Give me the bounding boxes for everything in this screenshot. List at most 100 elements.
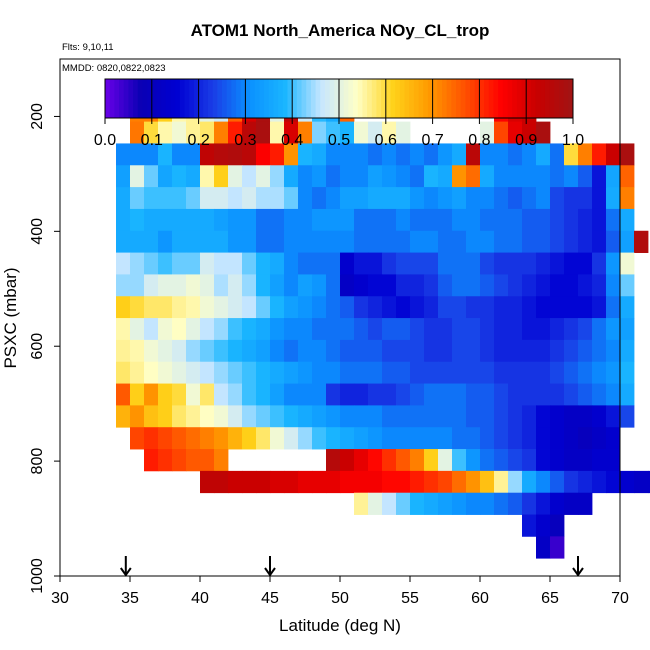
heatmap-cell — [396, 427, 411, 450]
heatmap-cell — [368, 296, 383, 319]
heatmap-cell — [536, 383, 551, 406]
heatmap-cell — [522, 427, 537, 450]
heatmap-cell — [186, 274, 201, 297]
colorbar-swatch — [226, 79, 232, 118]
heatmap-cell — [508, 361, 523, 384]
heatmap-cell — [158, 121, 173, 144]
heatmap-cell — [494, 339, 509, 363]
colorbar-tick-label: 0.9 — [515, 132, 537, 149]
heatmap-cell — [340, 470, 355, 494]
flight-markers — [119, 556, 584, 577]
heatmap-cell — [522, 449, 537, 472]
colorbar-swatch — [320, 79, 326, 118]
heatmap-cell — [494, 405, 509, 428]
heatmap-cell — [298, 339, 313, 363]
heatmap-cell — [172, 405, 187, 428]
heatmap-cell — [438, 208, 453, 232]
colorbar-swatch — [451, 79, 457, 118]
heatmap-cell — [186, 165, 201, 188]
heatmap-cell — [494, 383, 509, 406]
heatmap-cell — [424, 405, 439, 428]
heatmap-cell — [270, 383, 285, 406]
heatmap-cell — [116, 208, 131, 232]
heatmap-cell — [298, 296, 313, 319]
colorbar-swatch — [563, 79, 569, 118]
heatmap-cell — [200, 318, 215, 341]
heatmap-cell — [396, 143, 411, 166]
heatmap-cell — [550, 492, 565, 515]
heatmap-cell — [494, 470, 509, 494]
heatmap-cell — [550, 318, 565, 341]
heatmap-cell — [606, 187, 621, 210]
colorbar-swatch — [207, 79, 214, 118]
colorbar-swatch — [348, 79, 354, 118]
heatmap-cell — [410, 427, 425, 450]
flight-marker-arrow — [572, 556, 584, 577]
heatmap-cell — [550, 208, 565, 232]
heatmap-cell — [242, 208, 257, 232]
colorbar-swatch — [212, 79, 218, 118]
heatmap-cell — [438, 339, 453, 363]
heatmap-cell — [494, 296, 509, 319]
heatmap-cell — [606, 339, 621, 363]
heatmap-cell — [312, 165, 327, 188]
heatmap-cell — [186, 208, 201, 232]
heatmap-cell — [480, 296, 495, 319]
colorbar-swatch — [371, 79, 377, 118]
heatmap-cell — [284, 296, 299, 319]
heatmap-cell — [396, 230, 411, 253]
heatmap-cell — [578, 339, 593, 363]
heatmap-cell — [382, 252, 397, 275]
heatmap-cell — [620, 252, 635, 275]
heatmap-cell — [550, 536, 565, 559]
colorbar-tick-label: 0.8 — [468, 132, 490, 149]
heatmap-cell — [452, 187, 467, 210]
heatmap-cell — [466, 339, 481, 363]
heatmap-cell — [508, 165, 523, 188]
heatmap-cell — [228, 339, 243, 363]
heatmap-cell — [424, 208, 439, 232]
heatmap-cell — [130, 230, 145, 253]
heatmap-cell — [494, 208, 509, 232]
heatmap-cell — [452, 361, 467, 384]
heatmap-cell — [438, 492, 453, 515]
heatmap-cell — [550, 274, 565, 297]
colorbar-swatch — [526, 79, 532, 118]
x-tick-label: 40 — [191, 590, 209, 607]
heatmap-cell — [410, 165, 425, 188]
heatmap-cell — [606, 405, 621, 428]
heatmap-cell — [452, 274, 467, 297]
heatmap-cell — [214, 383, 229, 406]
heatmap-cell — [606, 383, 621, 406]
heatmap-cell — [298, 165, 313, 188]
heatmap-cell — [228, 208, 243, 232]
heatmap-cell — [634, 470, 649, 494]
y-tick-label: 1000 — [29, 558, 46, 594]
heatmap-cell — [508, 252, 523, 275]
heatmap-cell — [186, 449, 201, 472]
heatmap-cell — [438, 296, 453, 319]
heatmap-cell — [242, 427, 257, 450]
heatmap-cell — [494, 121, 509, 144]
heatmap-cell — [326, 339, 341, 363]
heatmap-cell — [536, 405, 551, 428]
heatmap-cell — [270, 143, 285, 166]
heatmap-cell — [200, 187, 215, 210]
colorbar-swatch — [549, 79, 555, 118]
x-axis: 30 35 40 45 50 55 60 65 70 — [51, 576, 629, 607]
heatmap-cell — [452, 383, 467, 406]
heatmap-cell — [438, 165, 453, 188]
heatmap-cell — [354, 274, 369, 297]
heatmap-cell — [242, 383, 257, 406]
heatmap-cell — [592, 208, 607, 232]
heatmap-cell — [256, 318, 271, 341]
colorbar-swatch — [385, 79, 391, 118]
heatmap-cell — [214, 187, 229, 210]
heatmap-cell — [592, 318, 607, 341]
y-axis-label: PSXC (mbar) — [1, 267, 20, 368]
heatmap-cell — [312, 230, 327, 253]
heatmap-cell — [172, 296, 187, 319]
heatmap-cell — [522, 405, 537, 428]
heatmap-cell — [606, 296, 621, 319]
heatmap-cell — [620, 470, 635, 494]
